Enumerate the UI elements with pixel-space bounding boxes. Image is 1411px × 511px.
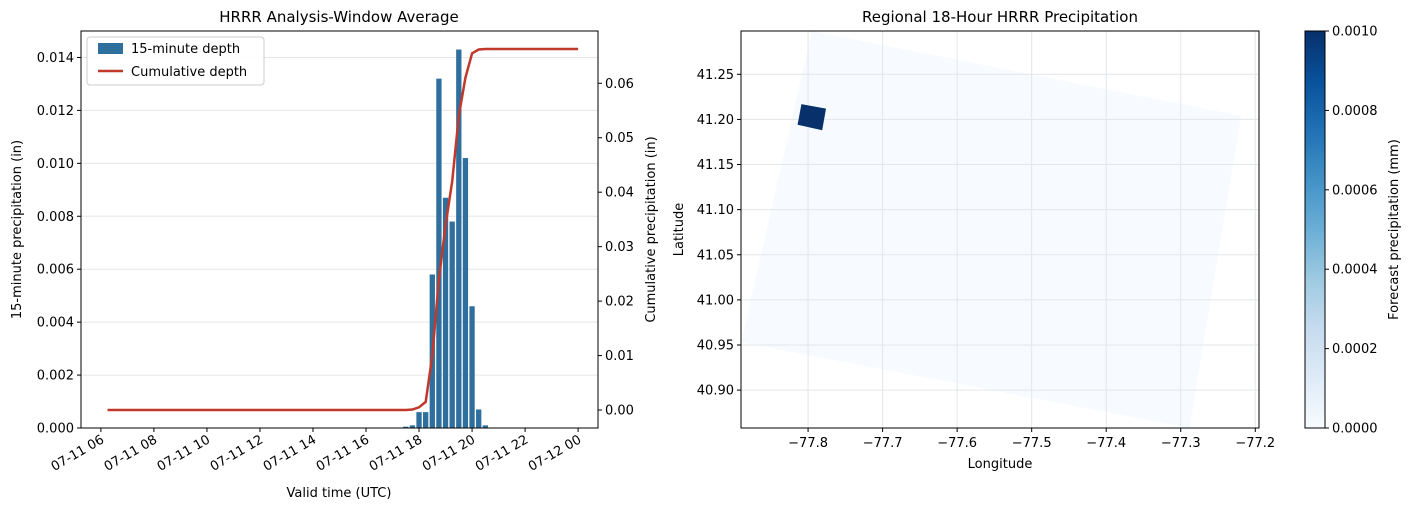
bar: [423, 412, 429, 428]
colorbar: 0.0000 0.0002 0.0004 0.0006 0.0008 0.0010 For…: [1304, 25, 1402, 437]
time-series-panel: HRRR Analysis-Window Average 07-11 0607-…: [10, 8, 659, 501]
left-chart-title: HRRR Analysis-Window Average: [219, 8, 458, 26]
x-tick-label: 07-11 20: [420, 432, 478, 474]
bar: [436, 78, 442, 428]
y-tick-label: 41.05: [697, 248, 734, 263]
x-tick-label: −77.8: [788, 436, 828, 451]
bar: [416, 412, 422, 428]
colorbar-tick-label: 0.0000: [1332, 422, 1378, 437]
y-tick-label: 0.014: [37, 51, 74, 66]
x-tick-label: 07-11 06: [49, 432, 107, 474]
y2-tick-label: 0.03: [605, 240, 634, 255]
precipitation-hotspot: [797, 104, 826, 131]
y-tick-label: 0.006: [37, 263, 74, 278]
longitude-ticks: −77.8 −77.7 −77.6 −77.5 −77.4 −77.3 −77.2: [788, 428, 1275, 451]
y-tick-label: 0.008: [37, 210, 74, 225]
y2-tick-label: 0.02: [605, 295, 634, 310]
y-tick-label: 0.012: [37, 104, 74, 119]
colorbar-label: Forecast precipitation (mm): [1387, 139, 1402, 320]
bar: [469, 306, 475, 428]
x-tick-label: −77.5: [1012, 436, 1052, 451]
x-tick-label: −77.2: [1235, 436, 1275, 451]
y2-tick-label: 0.04: [605, 186, 634, 201]
bar: [442, 197, 449, 428]
x-tick-label: −77.7: [863, 436, 903, 451]
y-tick-label: 40.90: [697, 384, 734, 399]
colorbar-tick-label: 0.0004: [1332, 263, 1378, 278]
legend-bar-label: 15-minute depth: [131, 42, 240, 57]
legend: 15-minute depth Cumulative depth: [86, 36, 265, 86]
left-gridlines: [81, 56, 598, 429]
map-panel: Regional 18-Hour HRRR Precipitation −77.…: [672, 8, 1402, 472]
x-tick-label: 07-12 00: [526, 432, 584, 474]
x-tick-label: 07-11 08: [102, 432, 160, 474]
colorbar-tick-label: 0.0002: [1332, 342, 1378, 357]
y-tick-label: 41.15: [697, 158, 734, 173]
y-tick-label: 41.00: [697, 293, 734, 308]
colorbar-tick-label: 0.0010: [1332, 25, 1378, 40]
y-tick-label: 41.10: [697, 203, 734, 218]
y-tick-label: 0.000: [37, 422, 74, 437]
x-tick-label: 07-11 14: [261, 432, 319, 474]
cumulative-line: [107, 47, 579, 412]
x-tick-label: 07-11 10: [155, 432, 213, 474]
colorbar-tick-label: 0.0006: [1332, 183, 1378, 198]
left-y-axis-label: 15-minute precipitation (in): [10, 140, 25, 319]
bar: [482, 425, 488, 428]
x-tick-label: 07-11 16: [314, 432, 372, 474]
bar-series: [403, 49, 502, 429]
left-y2-axis-label: Cumulative precipitation (in): [644, 136, 659, 322]
x-tick-label: 07-11 12: [208, 432, 266, 474]
legend-box: [86, 36, 265, 86]
y2-tick-label: 0.01: [605, 349, 634, 364]
y2-tick-label: 0.06: [605, 77, 634, 92]
right-y-axis-label: Latitude: [672, 203, 687, 257]
bar: [409, 425, 416, 428]
forecast-domain: [741, 31, 1242, 428]
x-tick-label: −77.3: [1161, 436, 1201, 451]
y-tick-label: 40.95: [697, 338, 734, 353]
y-tick-label: 0.002: [37, 369, 74, 384]
colorbar-gradient: [1304, 30, 1326, 429]
y-tick-label: 41.25: [697, 68, 734, 83]
y2-axis-ticks: 0.00 0.01 0.02 0.03 0.04 0.05 0.06: [598, 77, 634, 419]
colorbar-ticks: 0.0000 0.0002 0.0004 0.0006 0.0008 0.0010: [1325, 25, 1378, 437]
legend-line-label: Cumulative depth: [131, 65, 247, 80]
x-tick-label: −77.6: [937, 436, 977, 451]
x-tick-label: 07-11 22: [473, 432, 531, 474]
colorbar-tick-label: 0.0008: [1332, 104, 1378, 119]
right-plot-frame: [740, 30, 1260, 429]
left-plot-frame: [80, 30, 599, 429]
x-tick-label: −77.4: [1086, 436, 1126, 451]
x-tick-label: 07-11 18: [367, 432, 425, 474]
left-x-axis-label: Valid time (UTC): [287, 486, 392, 501]
right-gridlines: [741, 31, 1259, 428]
y-axis-ticks: 0.000 0.002 0.004 0.006 0.008 0.010 0.012 0.014: [37, 51, 81, 437]
right-x-axis-label: Longitude: [968, 457, 1033, 472]
y-tick-label: 41.20: [697, 113, 734, 128]
y2-tick-label: 0.00: [605, 404, 634, 419]
bar: [449, 221, 455, 428]
latitude-ticks: 40.90 40.95 41.00 41.05 41.10 41.15 41.20 41.25: [697, 68, 741, 399]
y-tick-label: 0.010: [37, 157, 74, 172]
y2-tick-label: 0.05: [605, 131, 634, 146]
right-chart-title: Regional 18-Hour HRRR Precipitation: [862, 8, 1138, 26]
bar: [476, 409, 482, 428]
bar: [462, 158, 469, 429]
bar: [456, 49, 462, 428]
legend-bar-swatch: [98, 43, 123, 54]
bar: [403, 426, 409, 428]
y-tick-label: 0.004: [37, 316, 74, 331]
